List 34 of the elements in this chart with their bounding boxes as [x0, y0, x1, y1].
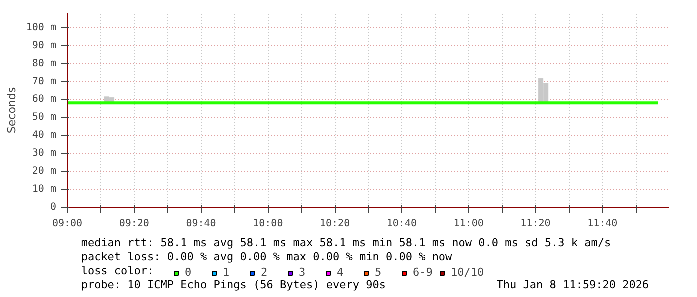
legend-label: 2 [261, 266, 269, 279]
x-tick-label: 09:40 [186, 218, 216, 230]
x-tick-label: 11:40 [588, 218, 618, 230]
text: median rtt: 58.1 ms avg 58.1 ms max 58.1 ms min 58.1 ms now 0.0 ms sd 5.3 k am/s [81, 236, 612, 250]
x-tick-label: 09:20 [119, 218, 150, 230]
y-tick-label: 20 m [32, 166, 57, 178]
y-tick-label: 90 m [32, 40, 57, 52]
legend-label: 5 [375, 266, 383, 279]
x-tick-label: 09:00 [52, 218, 83, 230]
legend-label: 1 [223, 266, 231, 279]
y-tick-label: 50 m [32, 112, 57, 124]
legend-label: 10/10 [451, 266, 484, 279]
y-tick-label: 100 m [26, 22, 57, 34]
legend-label: 4 [337, 266, 345, 279]
y-axis-title: Seconds [5, 87, 18, 134]
y-tick-label: 10 m [32, 184, 57, 196]
y-tick-label: 30 m [32, 148, 57, 160]
x-tick-label: 11:00 [454, 218, 484, 230]
x-tick-label: 10:00 [253, 218, 284, 230]
y-tick-label: 40 m [32, 130, 57, 142]
legend-label: 3 [299, 266, 307, 279]
text: Thu Jan 8 11:59:20 2026 [496, 278, 650, 292]
y-tick-label: 60 m [32, 94, 57, 106]
text: packet loss: 0.00 % avg 0.00 % max 0.00 % min 0.00 % now [81, 250, 453, 264]
y-tick-label: 0 [50, 202, 57, 213]
legend-title: loss color: [81, 264, 154, 278]
x-tick-label: 10:20 [320, 218, 350, 230]
text: probe: 10 ICMP Echo Pings (56 Bytes) every 90s [81, 278, 386, 292]
y-tick-label: 80 m [32, 58, 57, 70]
x-tick-label: 11:20 [520, 218, 551, 230]
y-tick-label: 70 m [32, 76, 57, 88]
legend-label: 6-9 [413, 266, 433, 279]
x-tick-label: 10:40 [386, 218, 418, 230]
legend-label: 0 [185, 266, 193, 279]
